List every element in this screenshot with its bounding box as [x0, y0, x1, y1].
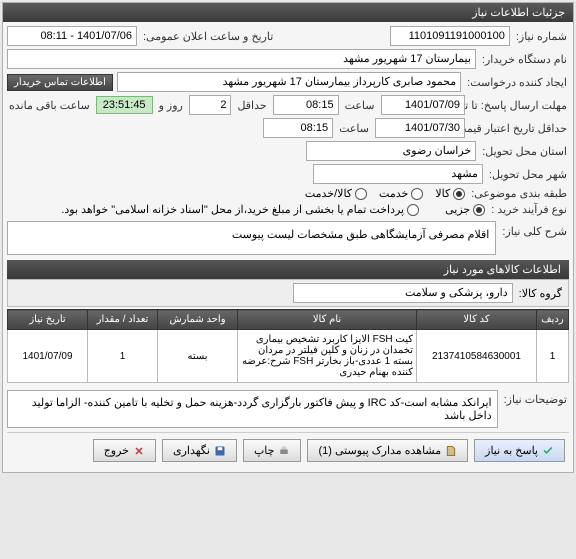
radio-both-dot: [355, 188, 367, 200]
hour-label-2: ساعت: [337, 122, 371, 135]
desc-label: شرح کلی نیاز:: [500, 219, 569, 238]
radio-partial-label: جزیی: [445, 203, 470, 216]
deadline-date-field: 1401/07/09: [381, 95, 466, 115]
cell-unit: بسته: [158, 330, 238, 383]
days-left-field: 2: [189, 95, 232, 115]
validity-date-field: 1401/07/30: [375, 118, 465, 138]
radio-goods[interactable]: کالا: [435, 187, 465, 200]
radio-both-label: کالا/خدمت: [305, 187, 352, 200]
th-code: کد کالا: [417, 310, 537, 330]
save-label: نگهداری: [173, 444, 210, 457]
proc-note-label: پرداخت تمام یا بخشی از مبلغ خرید،از محل …: [61, 203, 404, 216]
buyer-org-field: بیمارستان 17 شهریور مشهد: [7, 49, 476, 69]
th-qty: تعداد / مقدار: [88, 310, 158, 330]
req-no-field: 1101091191000100: [390, 26, 510, 46]
check-icon: [542, 445, 554, 457]
notes-box: ایرانکد مشابه است-کد IRC و پیش فاکتور با…: [7, 390, 498, 428]
main-panel: جزئیات اطلاعات نیاز شماره نیاز: 11010911…: [2, 2, 574, 473]
cell-qty: 1: [88, 330, 158, 383]
contact-button[interactable]: اطلاعات تماس خریدار: [7, 74, 113, 91]
public-date-field: 1401/07/06 - 08:11: [7, 26, 137, 46]
cell-name: کیت FSH الایزا کاربرد تشخیص بیماری تخمدا…: [238, 330, 417, 383]
days-label: روز و: [157, 99, 185, 112]
attachments-label: مشاهده مدارک پیوستی (1): [318, 444, 441, 457]
validity-time-field: 08:15: [263, 118, 333, 138]
province-field: خراسان رضوی: [306, 141, 476, 161]
print-icon: [278, 445, 290, 457]
hour-label-1: ساعت: [343, 99, 377, 112]
th-date: تاریخ نیاز: [8, 310, 88, 330]
items-table: ردیف کد کالا نام کالا واحد شمارش تعداد /…: [7, 309, 569, 383]
cell-idx: 1: [537, 330, 569, 383]
req-no-label: شماره نیاز:: [514, 30, 569, 43]
group-header: گروه کالا: دارو، پزشکی و سلامت: [7, 279, 569, 307]
save-button[interactable]: نگهداری: [162, 439, 237, 462]
table-row[interactable]: 1 2137410584630001 کیت FSH الایزا کاربرد…: [8, 330, 569, 383]
attachment-icon: [445, 445, 457, 457]
radio-both[interactable]: کالا/خدمت: [305, 187, 367, 200]
panel-body: شماره نیاز: 1101091191000100 تاریخ و ساع…: [3, 22, 573, 472]
print-button[interactable]: چاپ: [243, 439, 302, 462]
print-label: چاپ: [254, 444, 275, 457]
exit-button[interactable]: خروج: [93, 439, 156, 462]
notes-label: توضیحات نیاز:: [502, 387, 569, 406]
buyer-org-label: نام دستگاه خریدار:: [480, 53, 569, 66]
radio-service-label: خدمت: [379, 187, 408, 200]
th-unit: واحد شمارش: [158, 310, 238, 330]
radio-service-dot: [411, 188, 423, 200]
footer-bar: پاسخ به نیاز مشاهده مدارک پیوستی (1) چاپ…: [7, 432, 569, 468]
deadline-time-field: 08:15: [273, 95, 339, 115]
validity-label: حداقل تاریخ اعتبار قیمت: تا تاریخ:: [469, 122, 569, 135]
cell-date: 1401/07/09: [8, 330, 88, 383]
items-section-header: اطلاعات کالاهای مورد نیاز: [7, 260, 569, 279]
radio-proc-note[interactable]: پرداخت تمام یا بخشی از مبلغ خرید،از محل …: [61, 203, 419, 216]
th-name: نام کالا: [238, 310, 417, 330]
reply-label: پاسخ به نیاز: [485, 444, 538, 457]
panel-title: جزئیات اطلاعات نیاز: [3, 3, 573, 22]
timer-display: 23:51:45: [96, 96, 153, 114]
reply-button[interactable]: پاسخ به نیاز: [474, 439, 565, 462]
min-label: حداقل: [235, 99, 268, 112]
deadline-label: مهلت ارسال پاسخ: تا تاریخ:: [469, 99, 569, 112]
group-value: دارو، پزشکی و سلامت: [293, 283, 513, 303]
desc-box: اقلام مصرفی آزمایشگاهی طبق مشخصات لیست پ…: [7, 221, 496, 255]
process-label: نوع فرآیند خرید :: [489, 203, 569, 216]
table-header-row: ردیف کد کالا نام کالا واحد شمارش تعداد /…: [8, 310, 569, 330]
th-idx: ردیف: [537, 310, 569, 330]
radio-goods-label: کالا: [435, 187, 450, 200]
radio-service[interactable]: خدمت: [379, 187, 423, 200]
radio-partial[interactable]: جزیی: [445, 203, 485, 216]
category-radio-group: کالا خدمت کالا/خدمت: [305, 187, 465, 200]
city-field: مشهد: [313, 164, 483, 184]
category-label: طبقه بندی موضوعی:: [469, 187, 569, 200]
exit-icon: [133, 445, 145, 457]
group-label: گروه کالا:: [519, 287, 562, 300]
public-date-label: تاریخ و ساعت اعلان عمومی:: [141, 30, 275, 43]
province-label: استان محل تحویل:: [480, 145, 569, 158]
timer-suffix: ساعت باقی مانده: [7, 99, 92, 112]
attachments-button[interactable]: مشاهده مدارک پیوستی (1): [307, 439, 468, 462]
city-label: شهر محل تحویل:: [487, 168, 569, 181]
radio-partial-dot: [473, 204, 485, 216]
exit-label: خروج: [104, 444, 129, 457]
radio-note-dot: [407, 204, 419, 216]
cell-code: 2137410584630001: [417, 330, 537, 383]
radio-goods-dot: [453, 188, 465, 200]
creator-field: محمود صابری کارپرداز بیمارستان 17 شهریور…: [117, 72, 461, 92]
save-icon: [214, 445, 226, 457]
creator-label: ایجاد کننده درخواست:: [465, 76, 569, 89]
